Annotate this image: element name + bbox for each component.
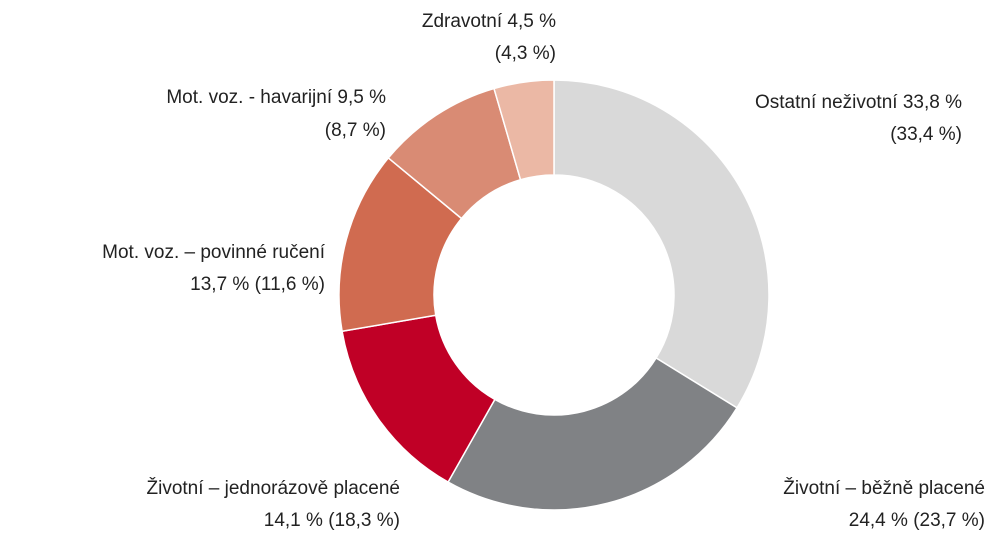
slice-label: 14,1 % (18,3 %) xyxy=(264,510,400,531)
prior-label: (23,7 %) xyxy=(913,510,985,531)
prior-label: (4,3 %) xyxy=(495,43,556,64)
value-label: 14,1 % xyxy=(264,510,323,531)
value-label: 33,8 % xyxy=(903,92,962,113)
value-label: 13,7 % xyxy=(190,274,249,295)
slice-label: 24,4 % (23,7 %) xyxy=(849,510,985,531)
prior-label: (33,4 %) xyxy=(890,124,962,145)
value-label: 4,5 % xyxy=(507,11,556,32)
slice-label: Ostatní neživotní 33,8 % xyxy=(755,92,962,113)
prior-label: (8,7 %) xyxy=(325,120,386,141)
donut-slice xyxy=(493,79,555,181)
slice-label: (4,3 %) xyxy=(495,43,556,64)
slice-label: 13,7 % (11,6 %) xyxy=(190,274,325,295)
category-name: Mot. voz. - havarijní xyxy=(166,87,332,108)
slice-label: (33,4 %) xyxy=(890,124,962,145)
category-name: Zdravotní xyxy=(422,11,503,32)
prior-label: (11,6 %) xyxy=(255,274,325,295)
category-name: Mot. voz. – povinné ručení xyxy=(102,242,326,263)
category-name: Ostatní neživotní xyxy=(755,92,898,113)
slice-label: Životní – běžně placené xyxy=(783,477,985,499)
slice-label: Životní – jednorázově placené xyxy=(147,477,401,499)
category-name: Životní – jednorázově placené xyxy=(147,477,401,499)
value-label: 24,4 % xyxy=(849,510,908,531)
slice-label: Mot. voz. - havarijní 9,5 % xyxy=(166,87,386,108)
category-name: Životní – běžně placené xyxy=(783,477,985,499)
slice-label: Mot. voz. – povinné ručení xyxy=(102,242,326,263)
donut-slice xyxy=(553,79,770,409)
donut-slice xyxy=(447,356,738,511)
prior-label: (18,3 %) xyxy=(328,510,400,531)
slice-label: (8,7 %) xyxy=(325,120,386,141)
value-label: 9,5 % xyxy=(337,87,386,108)
slice-label: Zdravotní 4,5 % xyxy=(422,11,556,32)
